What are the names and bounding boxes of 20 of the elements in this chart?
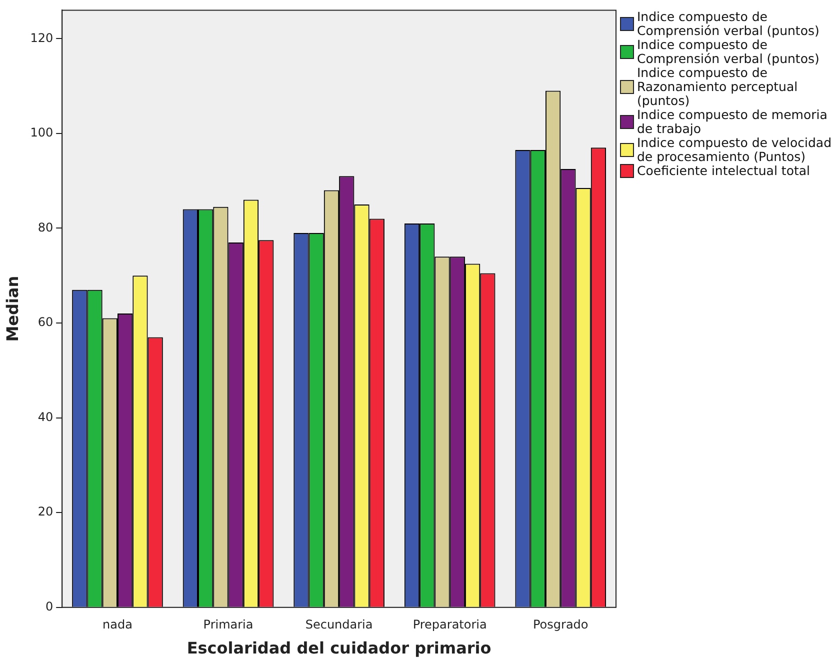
y-tick-label: 20 [38,504,54,519]
y-axis-title: Median [2,276,22,342]
y-tick-label: 80 [38,220,54,234]
legend-label: Indice compuesto de velocidad de procesamiento (Puntos) [637,135,833,164]
y-tick-label: 60 [38,315,54,330]
y-tick-label: 120 [30,30,54,45]
legend-label: Indice compuesto de memoria de trabajo [637,107,828,136]
legend-label: Indice compuesto de Razonamiento perceptual (puntos) [637,65,798,108]
legend-label: Coeficiente intelectual total [637,163,810,178]
x-tick-label: Primaria [203,618,254,632]
x-tick-label: Secundaria [305,618,373,632]
y-tick-label: 0 [45,600,54,614]
legend-label: Indice compuesto de Comprensión verbal (puntos) [637,9,820,38]
y-tick-label: 100 [30,126,54,140]
legend-label: Indice compuesto de Comprensión verbal (puntos) [637,37,820,66]
x-tick-label: Posgrado [532,618,588,632]
x-tick-label: Preparatoria [412,618,487,632]
x-tick-label: nada [102,618,132,632]
x-axis-title: Escolaridad del cuidador primario [186,638,492,658]
y-tick-label: 40 [38,410,54,424]
